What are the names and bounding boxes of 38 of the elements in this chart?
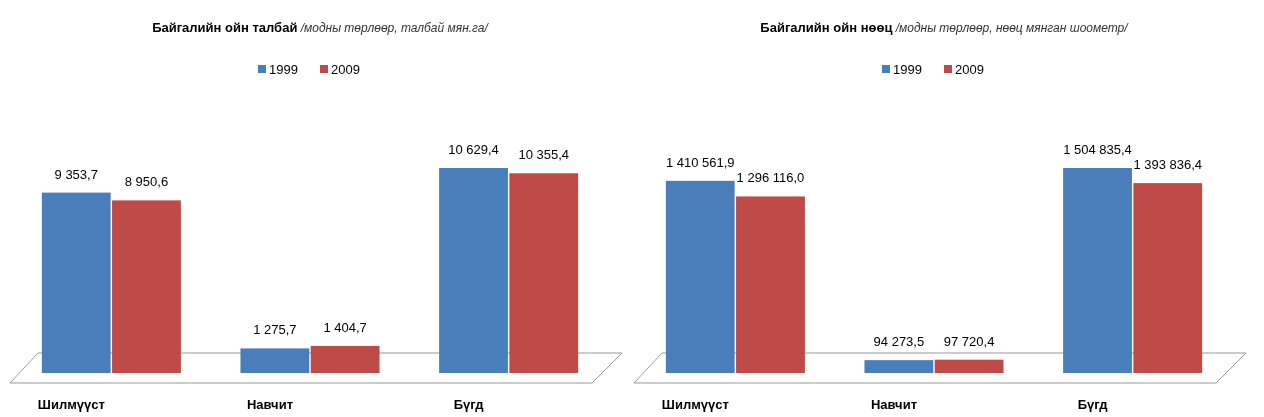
chart-title: Байгалийн ойн талбай: [152, 20, 298, 35]
bar: [240, 348, 310, 373]
data-label: 1 404,7: [323, 319, 367, 335]
data-label: 1 275,7: [253, 322, 297, 338]
legend-label: 1999: [269, 62, 298, 77]
bar: [41, 192, 111, 373]
bar: [1063, 168, 1132, 373]
bar: [1133, 183, 1203, 373]
data-label: 8 950,6: [124, 174, 169, 190]
bar: [112, 200, 181, 373]
bar: [310, 345, 380, 373]
bar: [509, 173, 579, 373]
data-label: 10 629,4: [448, 142, 499, 157]
x-tick-label: Бүгд: [1077, 397, 1109, 412]
data-label: 94 273,5: [873, 334, 925, 350]
data-label: 10 355,4: [518, 147, 570, 163]
bar: [439, 168, 508, 373]
data-label: 1 393 836,4: [1133, 157, 1203, 173]
x-tick-label: Навчит: [246, 397, 294, 412]
data-label: 1 504 835,4: [1063, 142, 1132, 157]
legend-label: 1999: [893, 62, 922, 77]
legend-label: 2009: [331, 62, 360, 77]
bar: [736, 196, 805, 373]
x-tick-label: Шилмүүст: [37, 397, 105, 412]
legend-label: 2009: [955, 62, 984, 77]
bar: [934, 359, 1004, 373]
chart-subtitle: /модны төрлөөр, нөөц мянган шоометр/: [892, 21, 1130, 35]
bar: [665, 180, 735, 373]
data-label: 1 296 116,0: [736, 170, 805, 186]
x-tick-label: Навчит: [870, 397, 918, 412]
data-label: 1 410 561,9: [665, 154, 735, 170]
x-tick-label: Шилмүүст: [661, 397, 729, 412]
data-label: 97 720,4: [943, 333, 995, 349]
x-tick-label: Бүгд: [453, 397, 485, 412]
chart-subtitle: /модны төрлөөр, талбай мян.га/: [297, 21, 490, 35]
bar: [864, 360, 934, 373]
chart-title: Байгалийн ойн нөөц: [760, 20, 893, 35]
data-label: 9 353,7: [54, 166, 98, 182]
